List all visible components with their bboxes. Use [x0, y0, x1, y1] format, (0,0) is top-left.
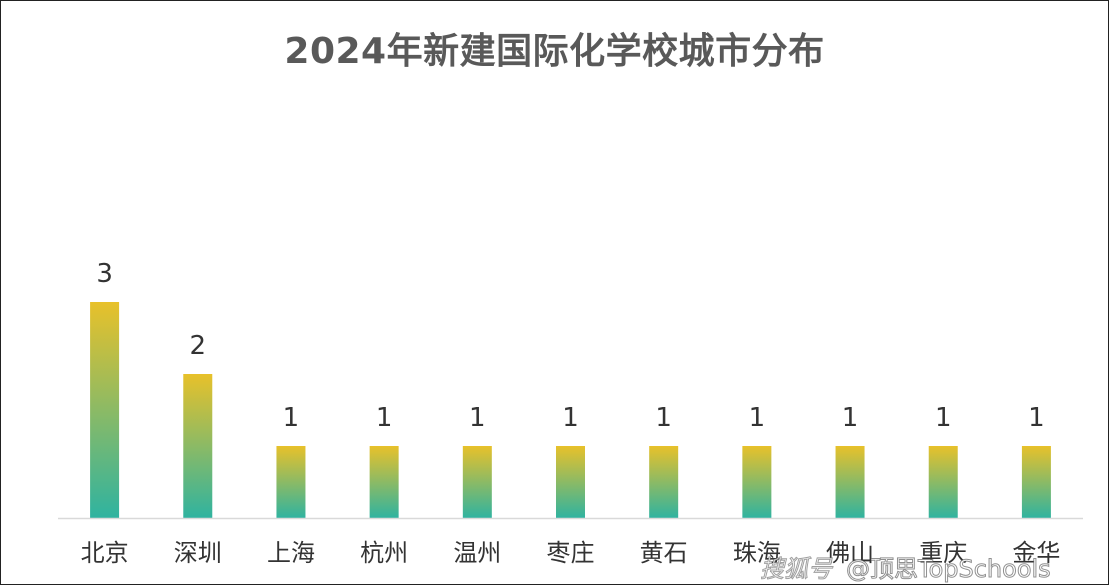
bar-5 [556, 446, 585, 518]
data-label-8: 1 [842, 403, 859, 433]
category-label-10: 金华 [1012, 539, 1060, 567]
bar-3 [369, 446, 399, 518]
watermark-credit: @顶思TopSchools [846, 555, 1052, 584]
watermark: 搜狐号 @顶思TopSchools [760, 549, 1052, 584]
bar-9 [928, 446, 958, 518]
data-label-3: 1 [376, 403, 393, 433]
category-label-5: 枣庄 [547, 539, 595, 567]
category-label-1: 深圳 [174, 539, 222, 567]
watermark-source: 搜狐号 [760, 555, 833, 584]
chart-title: 2024年新建国际化学校城市分布 [284, 31, 825, 72]
bar-2 [276, 446, 306, 518]
category-label-3: 杭州 [360, 539, 408, 567]
data-label-2: 1 [283, 403, 300, 433]
data-label-5: 1 [562, 403, 579, 433]
category-label-7: 珠海 [733, 539, 781, 567]
data-label-4: 1 [469, 403, 486, 433]
bar-7 [742, 446, 772, 518]
data-label-0: 3 [96, 259, 113, 289]
data-label-1: 2 [189, 331, 206, 361]
bar-0 [90, 302, 120, 518]
bar-8 [835, 446, 865, 518]
bar-4 [462, 446, 492, 518]
data-label-6: 1 [655, 403, 672, 433]
data-label-7: 1 [749, 403, 766, 433]
category-label-2: 上海 [267, 539, 315, 567]
bar-10 [1021, 446, 1051, 518]
category-label-8: 佛山 [826, 539, 874, 567]
bar-1 [183, 374, 213, 518]
category-label-0: 北京 [81, 539, 129, 567]
data-label-9: 1 [935, 403, 952, 433]
category-label-4: 温州 [453, 539, 501, 567]
bar-6 [649, 446, 679, 518]
data-label-10: 1 [1028, 403, 1045, 433]
category-label-9: 重庆 [919, 539, 967, 567]
category-label-6: 黄石 [640, 539, 688, 567]
